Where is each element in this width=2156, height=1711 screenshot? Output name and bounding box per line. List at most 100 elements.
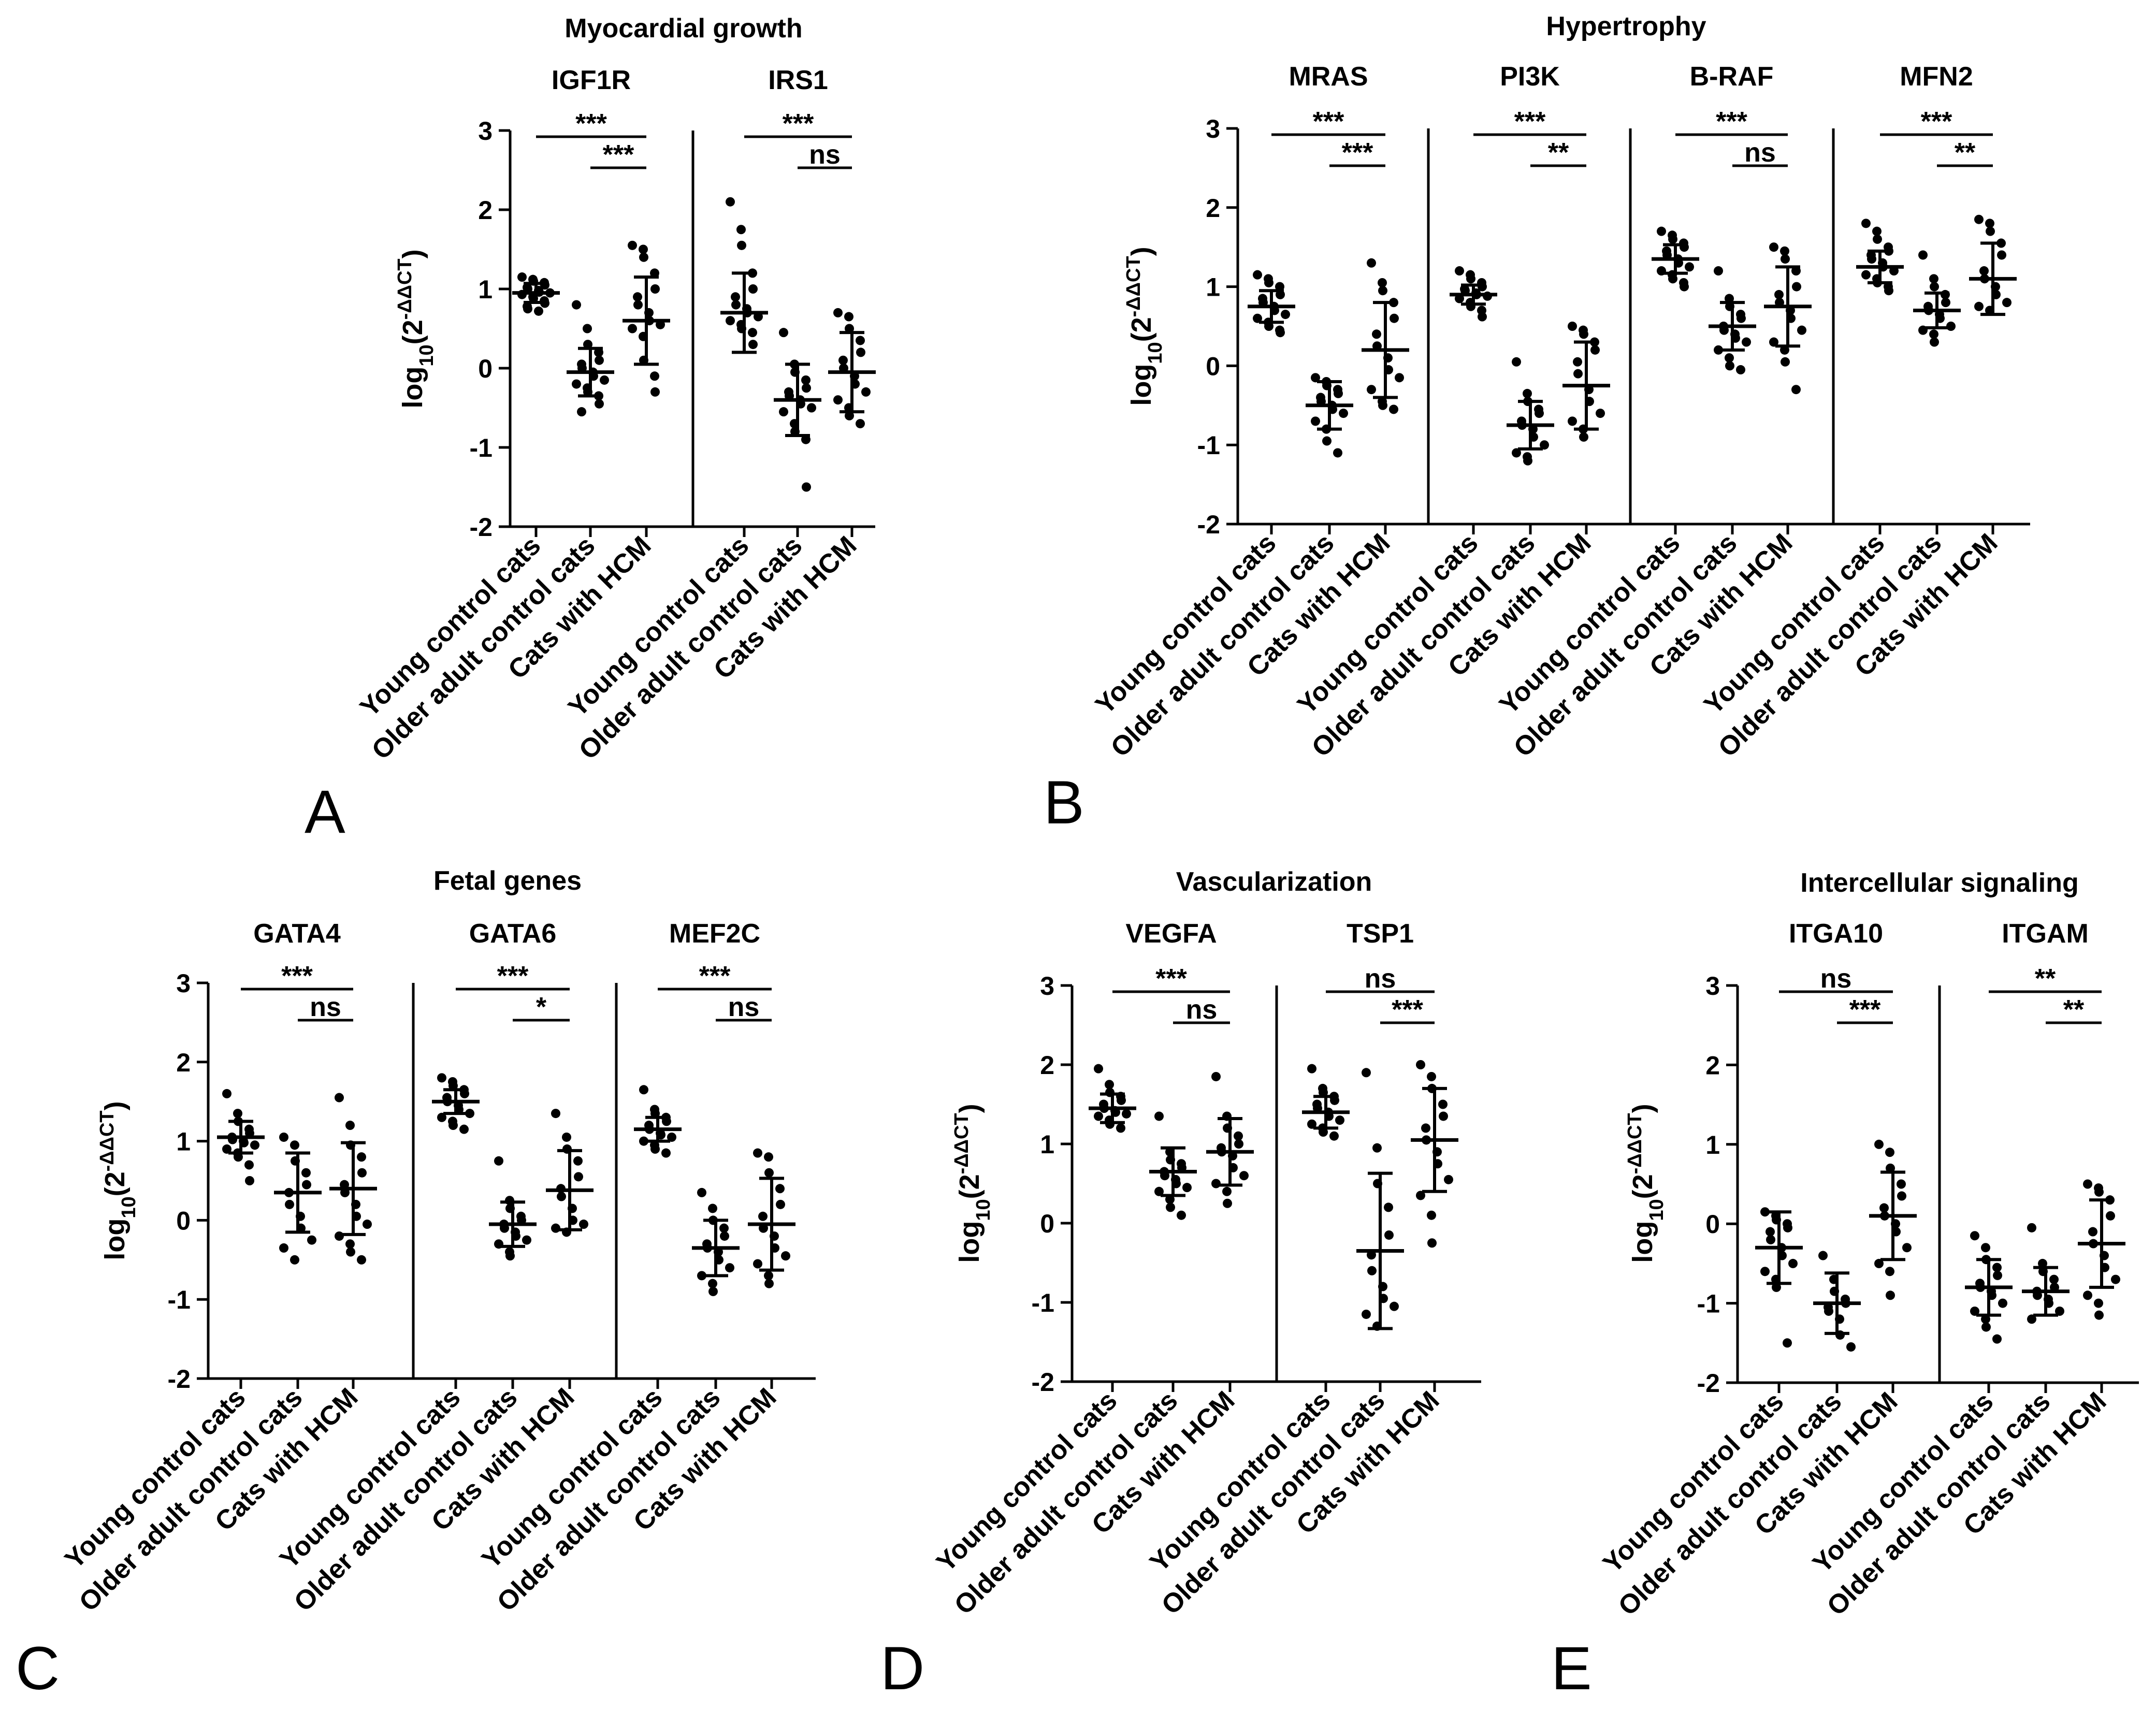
- data-point: [1253, 270, 1262, 280]
- data-point: [720, 1231, 729, 1241]
- data-point: [1334, 388, 1343, 398]
- data-point: [833, 395, 843, 405]
- data-point: [1105, 1080, 1114, 1090]
- y-tick-label: -1: [1197, 431, 1220, 460]
- data-point: [1725, 361, 1734, 371]
- y-axis-label: log10(2-ΔΔCT): [394, 249, 438, 408]
- data-point: [1867, 254, 1876, 264]
- data-point: [748, 284, 758, 294]
- data-point: [1668, 274, 1677, 284]
- data-point: [1535, 409, 1544, 418]
- data-point: [764, 1271, 773, 1281]
- data-point: [1478, 312, 1487, 322]
- data-point: [1929, 329, 1938, 339]
- data-point: [861, 387, 871, 397]
- data-point: [1970, 1231, 1979, 1241]
- data-point: [2027, 1314, 2036, 1324]
- y-tick-label: -2: [1697, 1369, 1720, 1398]
- data-point: [357, 1152, 366, 1162]
- data-point: [833, 308, 843, 317]
- data-point: [1311, 373, 1320, 383]
- data-point: [725, 1263, 734, 1273]
- data-point: [1780, 345, 1789, 355]
- data-point: [2106, 1211, 2115, 1221]
- data-point: [1253, 313, 1262, 323]
- data-point: [2002, 298, 2012, 308]
- data-point: [639, 1136, 648, 1146]
- data-point: [574, 1172, 583, 1182]
- data-point: [1760, 1207, 1770, 1217]
- data-point: [1372, 1143, 1382, 1153]
- data-point: [494, 1156, 503, 1166]
- y-tick-label: 1: [1705, 1130, 1720, 1159]
- sig-label: ns: [310, 992, 341, 1022]
- y-tick-label: -2: [1032, 1368, 1054, 1397]
- data-point: [1311, 416, 1320, 426]
- sig-label: ***: [1342, 138, 1373, 168]
- data-point: [2055, 1306, 2064, 1316]
- data-point: [1930, 282, 1939, 292]
- data-point: [1874, 1258, 1884, 1268]
- data-point: [307, 1235, 316, 1245]
- panel-B: Hypertrophy3210-1-2log10(2-ΔΔCT)BMRAS***…: [1044, 11, 2030, 837]
- data-point: [1974, 214, 1984, 224]
- data-point: [222, 1089, 231, 1098]
- data-point: [1788, 1258, 1798, 1268]
- y-tick-label: 3: [478, 117, 493, 146]
- x-tick-label: Older adult control cats: [1105, 528, 1340, 763]
- data-point: [557, 1192, 566, 1201]
- data-point: [1885, 1267, 1894, 1277]
- sig-label: ***: [497, 961, 529, 991]
- data-point: [1902, 1243, 1912, 1253]
- y-axis-label: log10(2-ΔΔCT): [96, 1101, 140, 1260]
- data-point: [600, 375, 609, 385]
- data-point: [1590, 345, 1600, 355]
- gene-name: ITGAM: [2002, 919, 2089, 949]
- data-point: [459, 1124, 469, 1134]
- data-point: [2094, 1298, 2103, 1308]
- data-point: [363, 1220, 372, 1229]
- gene-name: TSP1: [1347, 919, 1414, 949]
- data-point: [1234, 1139, 1243, 1149]
- data-point: [1416, 1191, 1425, 1200]
- data-point: [737, 240, 746, 250]
- data-point: [1981, 1322, 1991, 1332]
- data-point: [437, 1112, 446, 1122]
- data-point: [301, 1168, 311, 1178]
- y-axis-label: log10(2-ΔΔCT): [1123, 247, 1166, 405]
- data-point: [1985, 219, 1994, 228]
- data-point: [1444, 1174, 1453, 1184]
- data-point: [807, 403, 816, 413]
- data-point: [667, 1132, 676, 1142]
- data-point: [1416, 1060, 1425, 1069]
- panel-letter: C: [16, 1634, 60, 1703]
- sig-label: **: [1955, 138, 1976, 168]
- data-point: [1122, 1109, 1131, 1119]
- data-point: [285, 1199, 294, 1209]
- data-point: [758, 1211, 768, 1221]
- data-point: [1998, 1298, 2007, 1308]
- data-point: [1897, 1179, 1906, 1189]
- sig-label: ***: [1155, 964, 1187, 994]
- data-point: [1512, 357, 1521, 367]
- data-point: [2083, 1179, 2092, 1189]
- data-point: [2111, 1274, 2120, 1284]
- data-point: [595, 355, 604, 365]
- y-tick-label: 1: [478, 275, 493, 304]
- data-point: [1234, 1131, 1243, 1141]
- gene-name: ITGA10: [1789, 919, 1883, 949]
- data-point: [234, 1152, 243, 1162]
- data-point: [1657, 226, 1666, 236]
- data-point: [1992, 1334, 2002, 1344]
- sig-label: **: [1548, 138, 1569, 168]
- data-point: [335, 1093, 344, 1103]
- data-point: [1264, 278, 1274, 287]
- data-point: [345, 1121, 355, 1130]
- data-point: [731, 300, 741, 310]
- data-point: [1791, 385, 1801, 395]
- y-tick-label: 0: [478, 354, 493, 383]
- data-point: [1319, 1088, 1328, 1097]
- data-point: [639, 244, 648, 254]
